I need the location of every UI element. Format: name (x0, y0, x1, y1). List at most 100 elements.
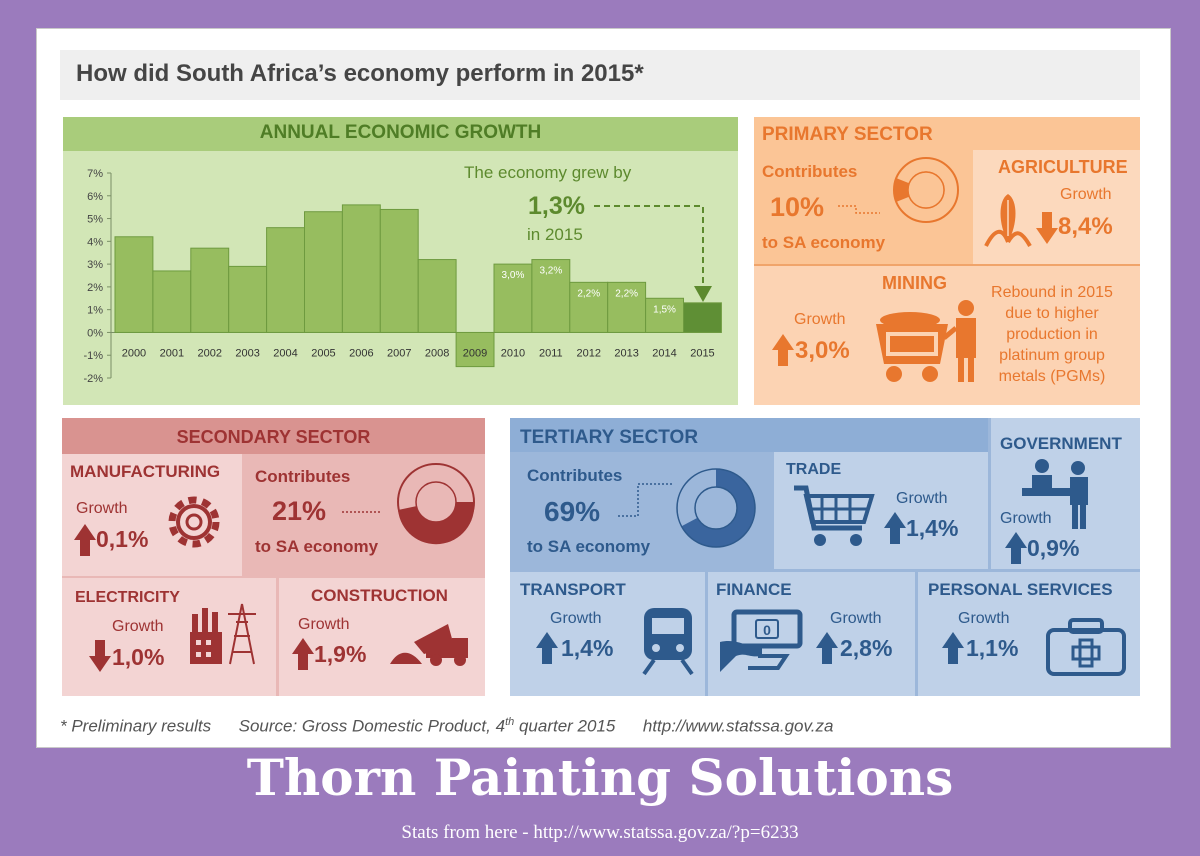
y-tick-label: 4% (87, 236, 103, 248)
mining-note: Rebound in 2015 due to higher production… (982, 282, 1122, 387)
y-tick-label: 3% (87, 259, 103, 271)
brand-name: Thorn Painting Solutions (246, 748, 954, 807)
maize-icon (984, 194, 1032, 248)
title-bar (60, 50, 1140, 100)
construction-title: CONSTRUCTION (311, 586, 448, 605)
arrow-up-icon (772, 334, 794, 366)
callout-line3: in 2015 (527, 225, 583, 244)
secondary-share: 21% (272, 496, 327, 526)
power-plant-icon (190, 603, 256, 665)
arrow-up-icon (74, 524, 96, 556)
arrow-up-icon (536, 632, 558, 664)
government-growth-label: Growth (1000, 510, 1052, 527)
x-tick-label: 2003 (235, 347, 259, 359)
transport-title: TRANSPORT (520, 580, 626, 599)
footnote-source-sup: th (505, 716, 515, 728)
bar (114, 236, 154, 333)
bar (569, 281, 609, 333)
y-tick-label: 0% (87, 327, 103, 339)
government-service-icon (1022, 459, 1088, 529)
callout-value: 1,3% (528, 192, 585, 220)
bar (266, 227, 306, 333)
x-tick-label: 2012 (577, 347, 601, 359)
mining-cart-icon (876, 300, 976, 382)
annual-growth-header (63, 117, 738, 151)
arrow-up-icon (1005, 532, 1027, 564)
x-tick-label: 2009 (463, 347, 487, 359)
arrow-up-icon (292, 638, 314, 670)
bar (645, 297, 684, 333)
arrow-up-icon (942, 632, 964, 664)
finance-box (708, 572, 915, 696)
cash-hand-icon: 0 (720, 609, 803, 672)
electricity-title: ELECTRICITY (75, 589, 180, 606)
mining-note-line: due to higher (1005, 305, 1099, 322)
government-value: 0,9% (1027, 535, 1080, 561)
bar (607, 281, 647, 333)
secondary-donut-icon (342, 463, 475, 545)
footnote-prelim: * Preliminary results (60, 716, 212, 736)
bar (455, 331, 495, 368)
page-title: How did South Africa’s economy perform i… (76, 60, 644, 87)
bar (683, 302, 722, 333)
bar (304, 211, 343, 333)
y-tick-label: 7% (87, 168, 103, 180)
tertiary-donut-icon (618, 468, 756, 548)
arrow-down-icon (89, 640, 111, 672)
manufacturing-value: 0,1% (96, 526, 149, 552)
x-tick-label: 2014 (652, 347, 676, 359)
secondary-header (62, 418, 485, 454)
finance-title: FINANCE (716, 580, 792, 599)
tertiary-header (510, 418, 988, 452)
y-tick-label: -1% (83, 350, 103, 362)
brand-source-link[interactable]: Stats from here - http://www.statssa.gov… (401, 822, 799, 843)
callout-line1: The economy grew by (464, 163, 632, 182)
manufacturing-title: MANUFACTURING (70, 462, 221, 481)
secondary-contributes: Contributes (255, 467, 351, 486)
medical-kit-icon (1046, 618, 1126, 676)
agriculture-title: AGRICULTURE (998, 157, 1128, 177)
transport-growth-label: Growth (550, 610, 602, 627)
footnote-source: Source: Gross Domestic Product, 4 (238, 716, 506, 736)
chart-labels: 2000 2001 2002 2003 2004 2005 2006 2007 2008 2009… (122, 266, 715, 360)
tertiary-to-economy: to SA economy (527, 537, 651, 556)
secondary-to-economy: to SA economy (255, 537, 379, 556)
gear-icon (168, 496, 220, 548)
mining-note-line: platinum group (999, 347, 1105, 364)
x-tick-label: 2000 (122, 347, 146, 359)
secondary-title: SECONDARY SECTOR (176, 427, 371, 447)
bar (379, 208, 419, 333)
data-label: 1,5% (653, 304, 676, 315)
personal-services-title: PERSONAL SERVICES (928, 580, 1113, 599)
construction-value: 1,9% (314, 641, 367, 667)
mining-note-line: metals (PGMs) (998, 368, 1106, 385)
mining-title: MINING (882, 273, 947, 293)
y-tick-label: 5% (87, 214, 103, 226)
bar (531, 259, 571, 333)
bar (417, 259, 457, 333)
bar (341, 204, 381, 333)
primary-donut-icon (838, 157, 959, 223)
agriculture-growth-label: Growth (1060, 186, 1112, 203)
footnote-url[interactable]: http://www.statssa.gov.za (642, 716, 834, 736)
x-tick-label: 2006 (349, 347, 373, 359)
primary-to-economy: to SA economy (762, 233, 886, 252)
mining-growth-label: Growth (794, 311, 846, 328)
agriculture-box (973, 150, 1140, 264)
electricity-growth-label: Growth (112, 618, 164, 635)
government-title: GOVERNMENT (1000, 434, 1122, 453)
construction-growth-label: Growth (298, 616, 350, 633)
footnote-source-post: quarter 2015 (514, 716, 616, 736)
data-label: 3,0% (502, 270, 525, 281)
bar (228, 265, 268, 333)
manufacturing-growth-label: Growth (76, 500, 128, 517)
shopping-cart-icon (794, 485, 875, 546)
bar (152, 270, 192, 333)
mining-value: 3,0% (795, 337, 850, 364)
arrow-down-icon (1036, 212, 1058, 244)
x-tick-label: 2007 (387, 347, 411, 359)
annual-growth-title: ANNUAL ECONOMIC GROWTH (259, 122, 542, 143)
arrow-up-icon (884, 512, 906, 544)
mining-note-line: production in (1006, 326, 1098, 343)
y-tick-label: 1% (87, 305, 103, 317)
